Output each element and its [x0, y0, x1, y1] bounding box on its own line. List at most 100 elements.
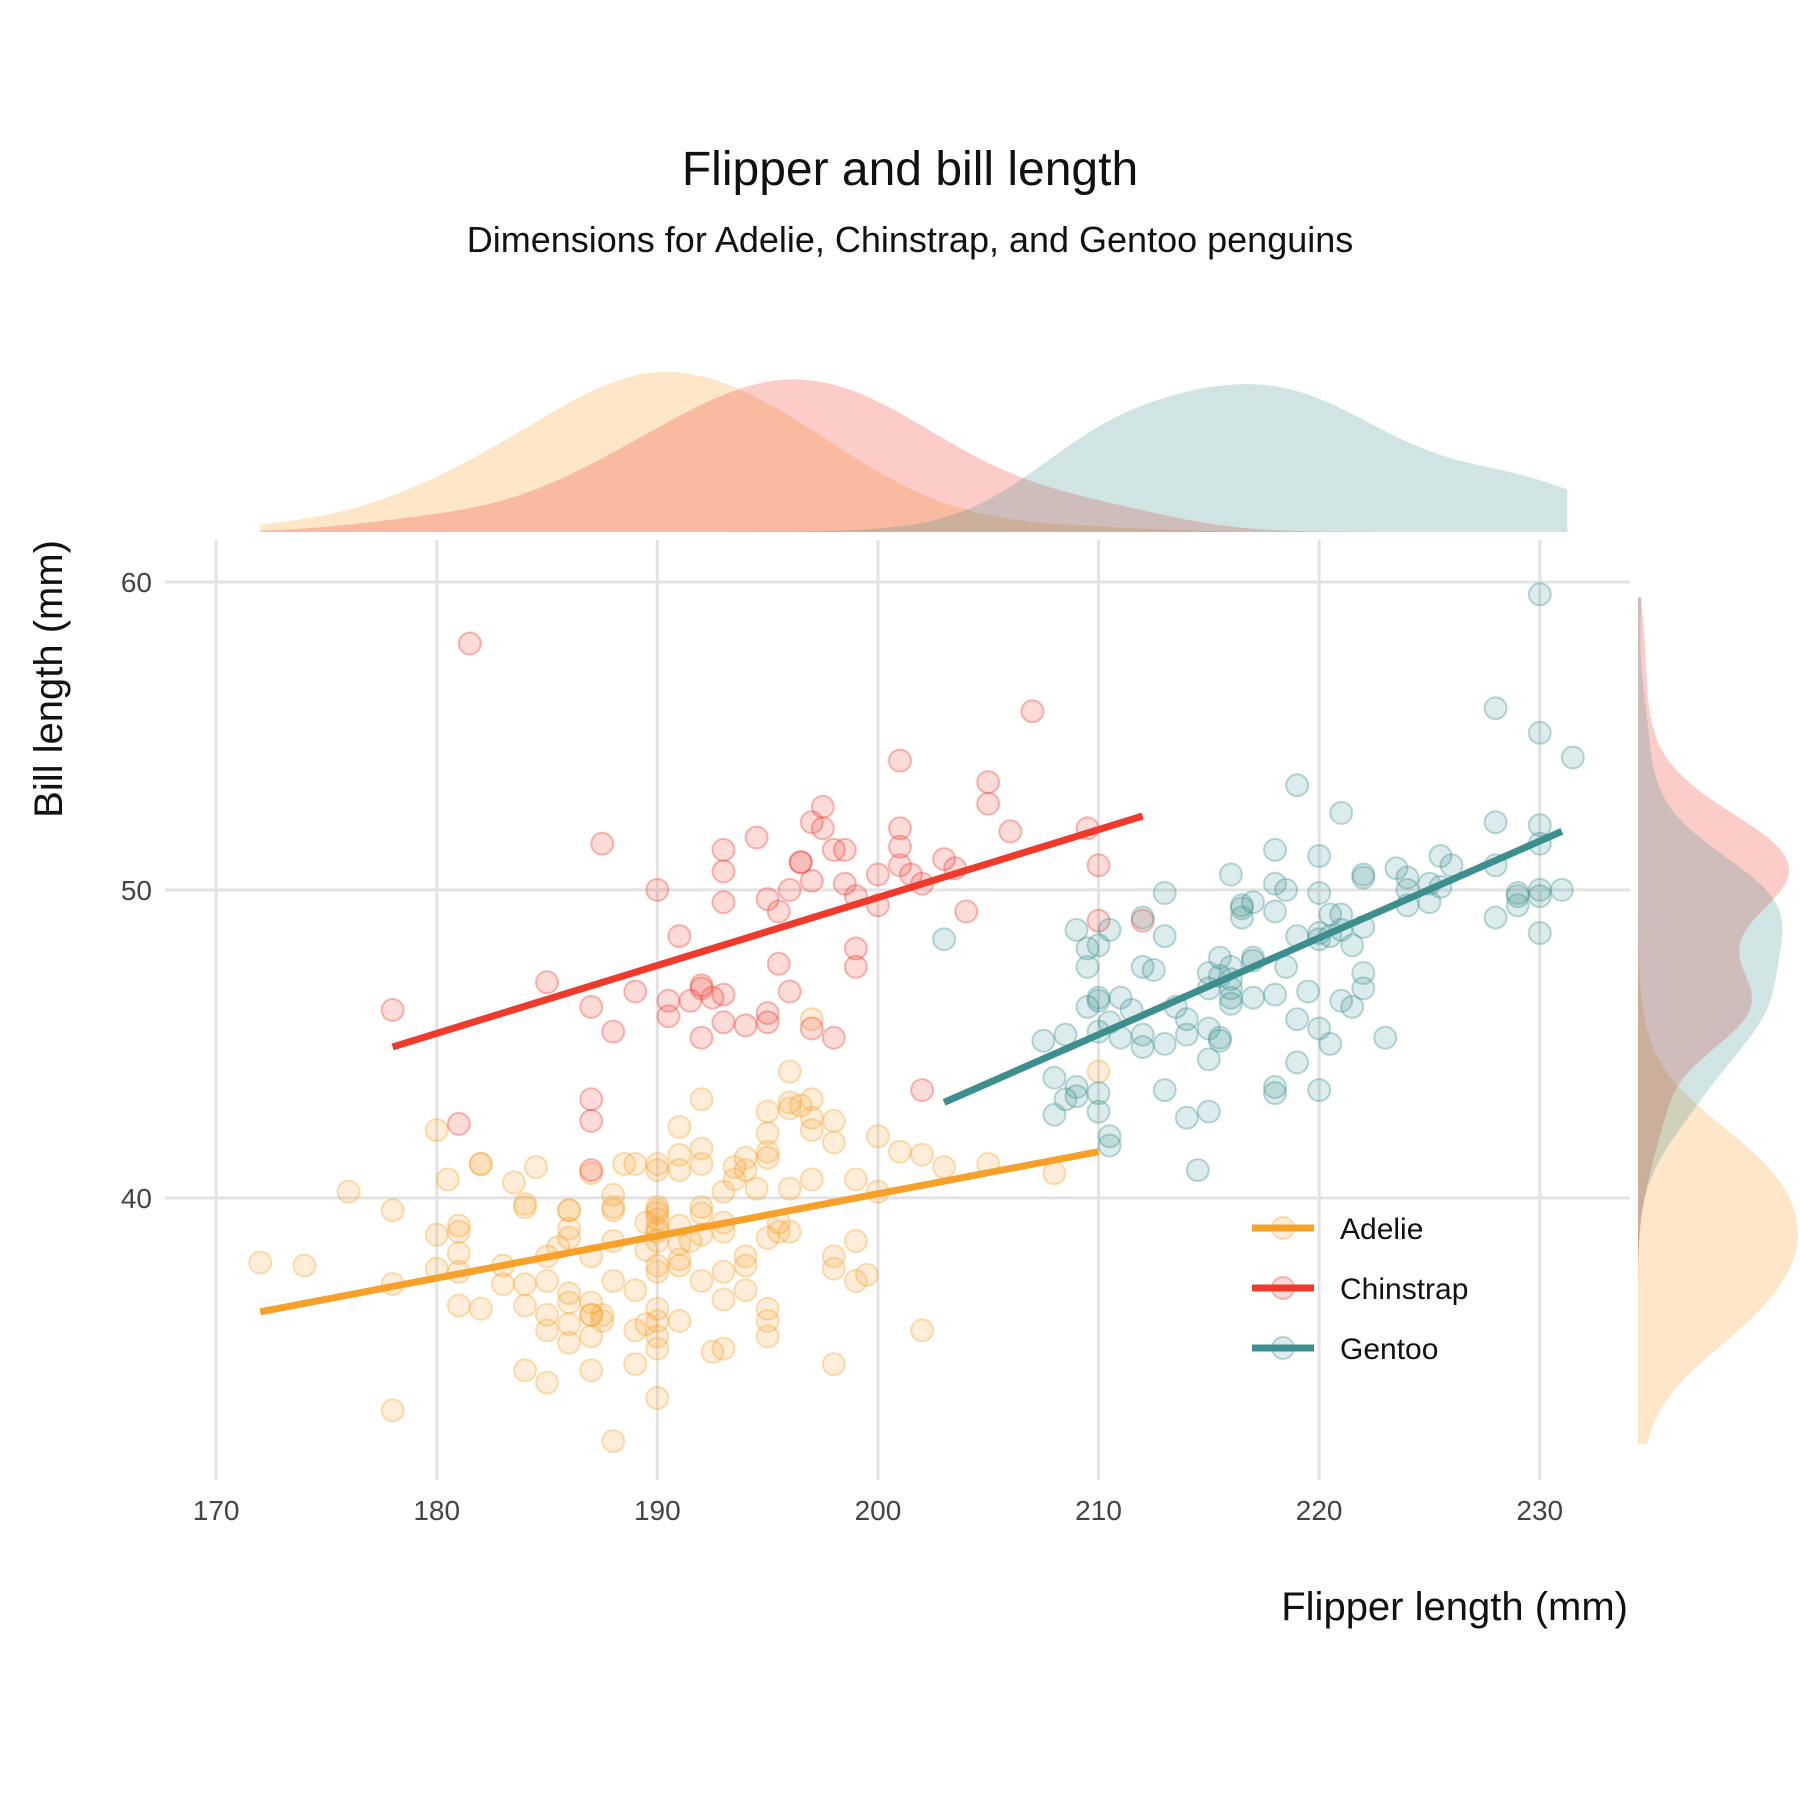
- chinstrap-point: [799, 810, 824, 835]
- gentoo-point: [1086, 933, 1111, 958]
- adelie-point: [755, 1099, 780, 1124]
- chinstrap-point: [1020, 699, 1045, 724]
- chinstrap-point: [579, 1108, 604, 1133]
- adelie-point: [645, 1309, 670, 1333]
- gentoo-point: [1086, 985, 1111, 1010]
- adelie-point: [777, 1059, 802, 1084]
- chinstrap-point: [888, 816, 912, 841]
- chinstrap-point: [689, 976, 714, 1001]
- gentoo-point: [1229, 896, 1254, 921]
- chinstrap-point: [799, 868, 824, 893]
- adelie-point: [1086, 1059, 1111, 1084]
- adelie-point: [645, 1198, 670, 1223]
- adelie-point: [821, 1108, 846, 1133]
- gentoo-point: [1031, 1028, 1056, 1053]
- adelie-point: [612, 1152, 637, 1176]
- adelie-point: [557, 1198, 582, 1223]
- gentoo-point: [1483, 905, 1508, 930]
- adelie-point: [468, 1152, 493, 1176]
- adelie-point: [722, 1167, 747, 1192]
- adelie-point: [336, 1179, 361, 1204]
- gentoo-point: [1152, 1031, 1177, 1056]
- data-points: [248, 582, 1585, 1454]
- chinstrap-point: [976, 770, 1001, 795]
- chinstrap-point: [755, 1010, 780, 1035]
- adelie-point: [711, 1259, 736, 1284]
- trend-lines: [259, 812, 1564, 1316]
- chinstrap-point: [1130, 908, 1155, 933]
- adelie-point: [446, 1241, 471, 1266]
- adelie-point: [667, 1253, 692, 1278]
- adelie-point: [799, 1087, 824, 1112]
- adelie-point: [777, 1096, 802, 1121]
- adelie-point: [755, 1145, 780, 1170]
- chinstrap-point: [667, 924, 692, 949]
- chinstrap-point: [656, 1004, 681, 1029]
- gentoo-point: [1229, 893, 1254, 918]
- gentoo-point: [1086, 1099, 1111, 1124]
- gentoo-point: [1340, 933, 1365, 958]
- chinstrap-point: [832, 871, 857, 896]
- x-axis-title: Flipper length (mm): [1281, 1585, 1628, 1629]
- gentoo-point: [1130, 954, 1155, 979]
- gentoo-point: [1042, 1102, 1067, 1127]
- adelie-point: [799, 1167, 824, 1192]
- chinstrap-point: [810, 816, 835, 841]
- adelie-point: [700, 1339, 725, 1364]
- y-tick-label: 60: [121, 567, 152, 598]
- adelie-point: [910, 1318, 935, 1343]
- gentoo-point: [1086, 1081, 1111, 1106]
- gentoo-point: [1296, 979, 1321, 1004]
- chinstrap-point: [954, 899, 979, 924]
- adelie-point: [645, 1201, 670, 1226]
- adelie-point: [667, 1309, 692, 1333]
- gentoo-point: [1207, 945, 1232, 970]
- gentoo-point: [1285, 1050, 1310, 1075]
- adelie-point: [777, 1090, 802, 1115]
- adelie-point: [645, 1195, 670, 1220]
- gentoo-point: [1218, 862, 1243, 887]
- gentoo-point: [1307, 1078, 1332, 1103]
- adelie-point: [888, 1139, 912, 1164]
- gentoo-point: [1064, 917, 1089, 942]
- adelie-point: [722, 1155, 747, 1180]
- gentoo-point: [1373, 1025, 1398, 1050]
- gentoo-point: [1075, 994, 1100, 1019]
- gentoo-point: [1097, 1124, 1122, 1149]
- adelie-point: [799, 1007, 824, 1032]
- adelie-point: [579, 1302, 604, 1327]
- chinstrap-point: [446, 1111, 471, 1136]
- right-density-gentoo: [1638, 597, 1783, 1445]
- gentoo-point: [1130, 1022, 1155, 1047]
- gentoo-point: [1549, 877, 1574, 902]
- gentoo-point: [1152, 881, 1177, 905]
- chinstrap-point: [766, 951, 791, 976]
- adelie-point: [667, 1247, 692, 1272]
- adelie-point: [799, 1118, 824, 1143]
- gentoo-point: [1064, 1075, 1089, 1099]
- chinstrap-point: [711, 837, 736, 862]
- top-density-plot: [260, 372, 1568, 532]
- gentoo-point: [1152, 924, 1177, 949]
- adelie-point: [821, 1130, 846, 1155]
- gentoo-point: [1196, 1047, 1221, 1072]
- adelie-point: [623, 1152, 648, 1176]
- chinstrap-point: [777, 877, 802, 902]
- adelie-point: [645, 1386, 670, 1410]
- chinstrap-point: [689, 973, 714, 998]
- adelie-point: [513, 1358, 537, 1383]
- legend-key-point: [1271, 1216, 1295, 1240]
- adelie-point: [446, 1219, 471, 1244]
- chinstrap-point: [976, 791, 1001, 816]
- chinstrap-point: [865, 862, 890, 887]
- adelie-point: [755, 1296, 780, 1321]
- chinstrap-point: [888, 834, 912, 859]
- top-density-chinstrap: [260, 379, 1568, 532]
- chart-subtitle: Dimensions for Adelie, Chinstrap, and Ge…: [467, 219, 1354, 260]
- legend-key-point: [1271, 1336, 1295, 1360]
- gentoo-point: [1351, 961, 1376, 985]
- gentoo-point: [1086, 988, 1111, 1013]
- gentoo-point: [1307, 881, 1332, 905]
- gentoo-point: [1130, 905, 1155, 930]
